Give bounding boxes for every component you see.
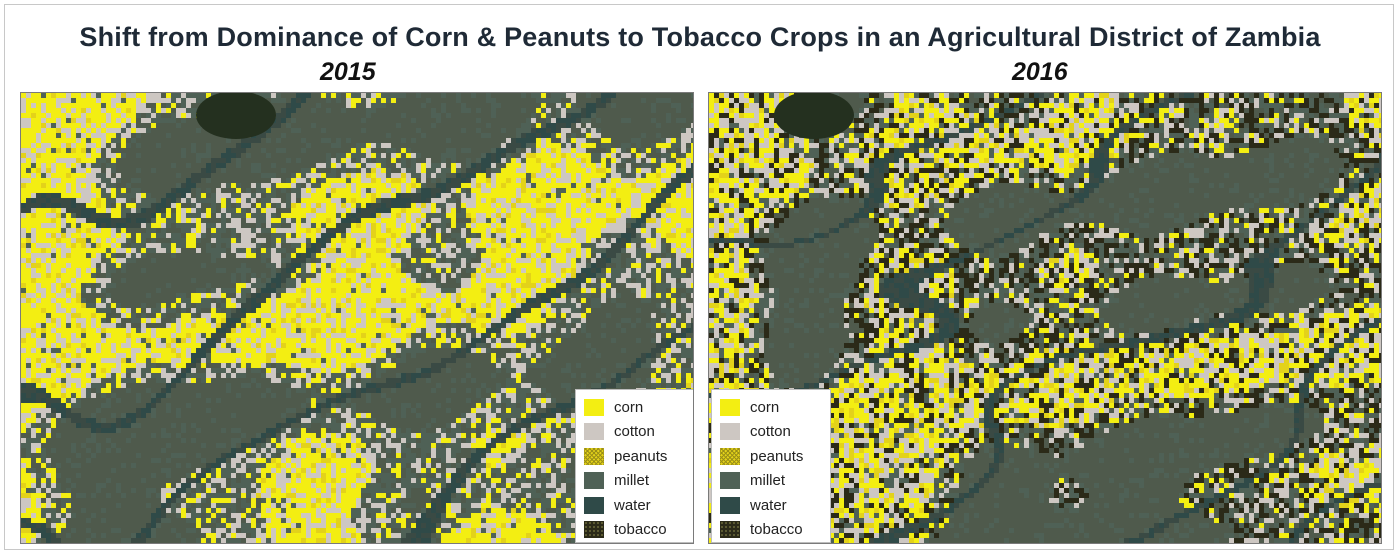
millet-swatch xyxy=(720,472,740,490)
legend-2016: corn cotton peanuts millet water tobacco xyxy=(711,389,831,543)
peanuts-swatch xyxy=(584,447,604,465)
water-swatch xyxy=(584,496,604,514)
legend-item-corn: corn xyxy=(584,395,693,420)
legend-label-cotton: cotton xyxy=(750,423,791,441)
legend-item-corn: corn xyxy=(720,395,830,420)
legend-item-tobacco: tobacco xyxy=(584,518,693,543)
map-panel-2015: corn cotton peanuts millet water tobacco xyxy=(20,92,694,544)
corn-swatch xyxy=(584,398,604,416)
legend-2015: corn cotton peanuts millet water tobacco xyxy=(575,389,693,543)
legend-item-water: water xyxy=(720,493,830,518)
figure-frame xyxy=(4,4,1394,550)
legend-label-peanuts: peanuts xyxy=(750,447,804,465)
tobacco-swatch xyxy=(584,521,604,539)
legend-label-water: water xyxy=(750,496,787,514)
crop-map-2016 xyxy=(709,93,1381,543)
legend-item-water: water xyxy=(584,493,693,518)
legend-label-corn: corn xyxy=(750,398,780,416)
millet-swatch xyxy=(584,472,604,490)
legend-label-peanuts: peanuts xyxy=(614,447,668,465)
legend-label-tobacco: tobacco xyxy=(614,521,667,539)
legend-item-peanuts: peanuts xyxy=(720,444,830,469)
legend-label-millet: millet xyxy=(750,472,786,490)
cotton-swatch xyxy=(584,423,604,441)
legend-label-corn: corn xyxy=(614,398,644,416)
legend-label-tobacco: tobacco xyxy=(750,521,803,539)
corn-swatch xyxy=(720,398,740,416)
legend-item-tobacco: tobacco xyxy=(720,518,830,543)
map-panel-2016: corn cotton peanuts millet water tobacco xyxy=(708,92,1382,544)
tobacco-swatch xyxy=(720,521,740,539)
legend-item-peanuts: peanuts xyxy=(584,444,693,469)
legend-label-cotton: cotton xyxy=(614,423,655,441)
map-title: Shift from Dominance of Corn & Peanuts t… xyxy=(79,22,1321,52)
year-label-2015: 2015 xyxy=(320,58,376,86)
legend-label-millet: millet xyxy=(614,472,650,490)
legend-item-millet: millet xyxy=(720,469,830,494)
cotton-swatch xyxy=(720,423,740,441)
legend-item-cotton: cotton xyxy=(584,420,693,445)
legend-label-water: water xyxy=(614,496,651,514)
water-swatch xyxy=(720,496,740,514)
legend-item-millet: millet xyxy=(584,469,693,494)
reservoir-water xyxy=(774,93,854,139)
reservoir-water xyxy=(196,93,276,139)
year-label-2016: 2016 xyxy=(1012,58,1068,86)
legend-item-cotton: cotton xyxy=(720,420,830,445)
land-cover-cells xyxy=(709,93,1381,543)
peanuts-swatch xyxy=(720,447,740,465)
